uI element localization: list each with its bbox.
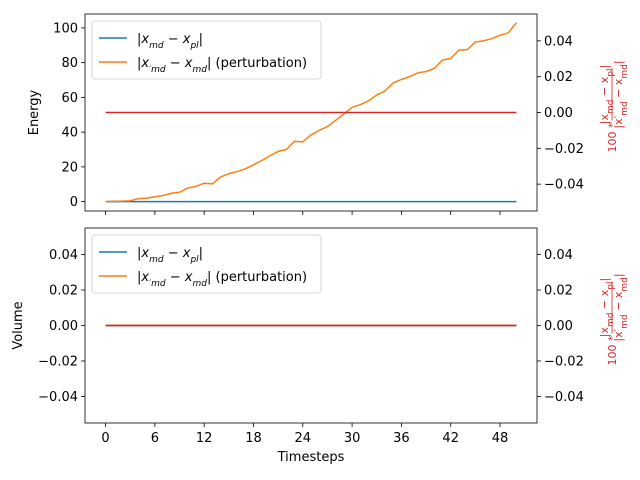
- legend-box: [91, 20, 322, 80]
- y2-axis-label: 100 * |xmd − xpl||x′md − xmd|: [598, 273, 630, 365]
- y-tick-label: 100: [53, 21, 78, 36]
- y2-tick-label: 0.02: [544, 70, 573, 85]
- x-tick-label: 30: [344, 431, 361, 446]
- legend-label-2: |x′md − xmd| (perturbation): [137, 56, 307, 75]
- y2-tick-label: 0.00: [544, 106, 573, 121]
- x-tick-label: 36: [393, 431, 410, 446]
- y2-axis-label: 100 * |xmd − xpl||x′md − xmd|: [598, 60, 630, 152]
- legend-label-1: |xmd − xpl|: [137, 246, 203, 265]
- y-tick-label: 60: [61, 91, 78, 106]
- y-tick-label: 20: [61, 160, 78, 175]
- y2-tick-label: −0.04: [544, 390, 584, 405]
- chart-panel-2: 0 6 12 18 24 30 36 42 48 −0.04 −0.02 0.00 0.02 0.04 −0…: [11, 227, 630, 465]
- x-tick-label: 6: [151, 431, 159, 446]
- y2-tick-label: −0.02: [544, 354, 584, 369]
- y-axis-label: Volume: [11, 301, 26, 349]
- y2-tick-label: 0.04: [544, 248, 573, 263]
- y2-tick-label: 0.04: [544, 34, 573, 49]
- legend-label-2: |x′md − xmd| (perturbation): [137, 270, 307, 289]
- x-tick-label: 12: [196, 431, 213, 446]
- x-tick-label: 42: [442, 431, 459, 446]
- y2-label-numerator: |xmd − xpl|: [598, 278, 616, 337]
- y2-tick-label: −0.02: [544, 142, 584, 157]
- x-axis-label: Timesteps: [277, 450, 345, 465]
- legend: |xmd − xpl| |x′md − xmd| (perturbation): [91, 234, 322, 294]
- x-tick-label: 0: [101, 431, 109, 446]
- y2-tick-label: −0.04: [544, 178, 584, 193]
- y2-label-prefix: 100 *: [606, 335, 619, 365]
- legend-label-1: |xmd − xpl|: [137, 32, 203, 51]
- y-tick-label: −0.02: [38, 354, 78, 369]
- y2-label-denominator: |x′md − xmd|: [612, 273, 630, 341]
- y-tick-label: 0.00: [49, 319, 78, 334]
- y2-label-prefix: 100 *: [606, 122, 619, 152]
- x-tick-label: 24: [295, 431, 312, 446]
- y-tick-label: 40: [61, 126, 78, 141]
- y2-label-numerator: |xmd − xpl|: [598, 65, 616, 124]
- y2-tick-label: 0.00: [544, 319, 573, 334]
- legend-box: [91, 234, 322, 294]
- y-axis-label: Energy: [27, 89, 42, 135]
- x-tick-label: 48: [492, 431, 509, 446]
- y2-tick-label: 0.02: [544, 284, 573, 299]
- y-tick-label: 80: [61, 56, 78, 71]
- series-line-2: [105, 22, 518, 203]
- chart-panel-1: 0 20 40 60 80 100 −0.04 −0.02 0.00 0.02 0.04 Energy…: [27, 13, 630, 215]
- y-tick-label: 0.02: [49, 284, 78, 299]
- y-tick-label: 0: [70, 195, 78, 210]
- x-tick-label: 18: [245, 431, 262, 446]
- y2-label-denominator: |x′md − xmd|: [612, 60, 630, 128]
- legend: |xmd − xpl| |x′md − xmd| (perturbation): [91, 20, 322, 80]
- y-tick-label: −0.04: [38, 390, 78, 405]
- y-tick-label: 0.04: [49, 248, 78, 263]
